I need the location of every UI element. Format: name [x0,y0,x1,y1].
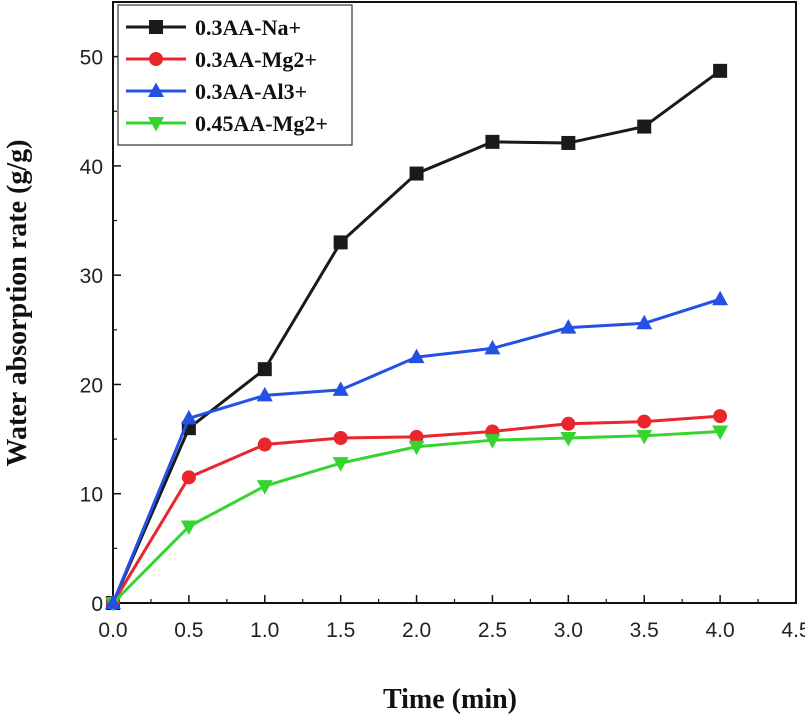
data-point [408,348,425,364]
data-point [561,416,576,431]
y-axis-title: Water absorption rate (g/g) [2,140,33,467]
x-tick-label: 1.0 [250,619,279,642]
data-point [713,63,728,78]
series-0.3AA-Na+ [106,63,728,610]
data-point [105,594,121,609]
legend: 0.3AA-Na+ 0.3AA-Mg2+ 0.3AA-Al3+ 0.45AA-Mg2+ [117,4,353,146]
y-tick-label: 30 [80,265,103,288]
x-axis: 0.0 0.5 1.0 1.5 2.0 2.5 3.0 3.5 4.0 4.5 [98,595,805,642]
data-point [181,470,196,485]
series-line [111,69,721,604]
data-point [636,314,653,330]
data-point [712,425,729,440]
data-point [484,339,501,355]
y-tick-label: 50 [80,47,103,70]
legend-item: 0.3AA-Na+ [126,15,301,40]
y-tick-label: 40 [80,156,103,179]
x-tick-label: 0.0 [98,619,127,642]
data-point [561,135,576,150]
data-point [409,166,424,181]
data-point [484,434,501,449]
legend-marker [148,82,164,97]
x-tick-label: 0.5 [174,619,203,642]
data-point [408,440,425,456]
series-line [111,429,721,605]
y-tick-label: 10 [80,484,103,507]
data-point [180,520,197,536]
x-tick-label: 2.5 [478,619,507,642]
x-tick-label: 3.5 [630,619,659,642]
data-point [332,457,349,472]
legend-marker [149,20,163,34]
legend-label: 0.3AA-Mg2+ [195,47,317,72]
data-point [712,290,729,306]
data-point [333,430,348,445]
x-axis-title: Time (min) [383,684,517,715]
x-tick-label: 4.0 [706,619,735,642]
legend-label: 0.45AA-Mg2+ [195,111,328,136]
data-point [257,362,272,377]
x-tick-label: 3.0 [554,619,583,642]
x-tick-label: 2.0 [402,619,431,642]
data-point [636,429,653,445]
data-point [485,134,500,149]
x-tick-label: 1.5 [326,619,355,642]
data-point [256,480,273,495]
data-point [409,429,424,444]
legend-label: 0.3AA-Na+ [195,15,301,40]
legend-item: 0.3AA-Mg2+ [126,47,317,72]
data-point [257,437,272,452]
x-tick-label: 4.5 [781,619,805,642]
data-point [180,409,197,425]
legend-item: 0.3AA-Al3+ [126,79,307,104]
data-point [332,381,349,396]
series-0.3AA-Mg2+ [106,409,728,610]
y-tick-label: 20 [80,374,103,397]
data-point [637,119,652,134]
legend-marker [149,52,163,66]
data-point [333,235,348,250]
data-point [560,319,577,334]
y-axis: 0 10 20 30 40 50 [80,47,121,616]
series-0.45AA-Mg2+ [105,425,729,612]
legend-marker [148,117,164,132]
data-point [560,431,577,447]
y-tick-label: 0 [91,593,103,616]
legend-item: 0.45AA-Mg2+ [126,111,328,136]
data-point [256,386,273,402]
series-layer [105,63,729,612]
data-point [713,409,728,424]
legend-label: 0.3AA-Al3+ [195,79,307,104]
data-point [637,414,652,429]
series-0.3AA-Al3+ [105,290,729,609]
